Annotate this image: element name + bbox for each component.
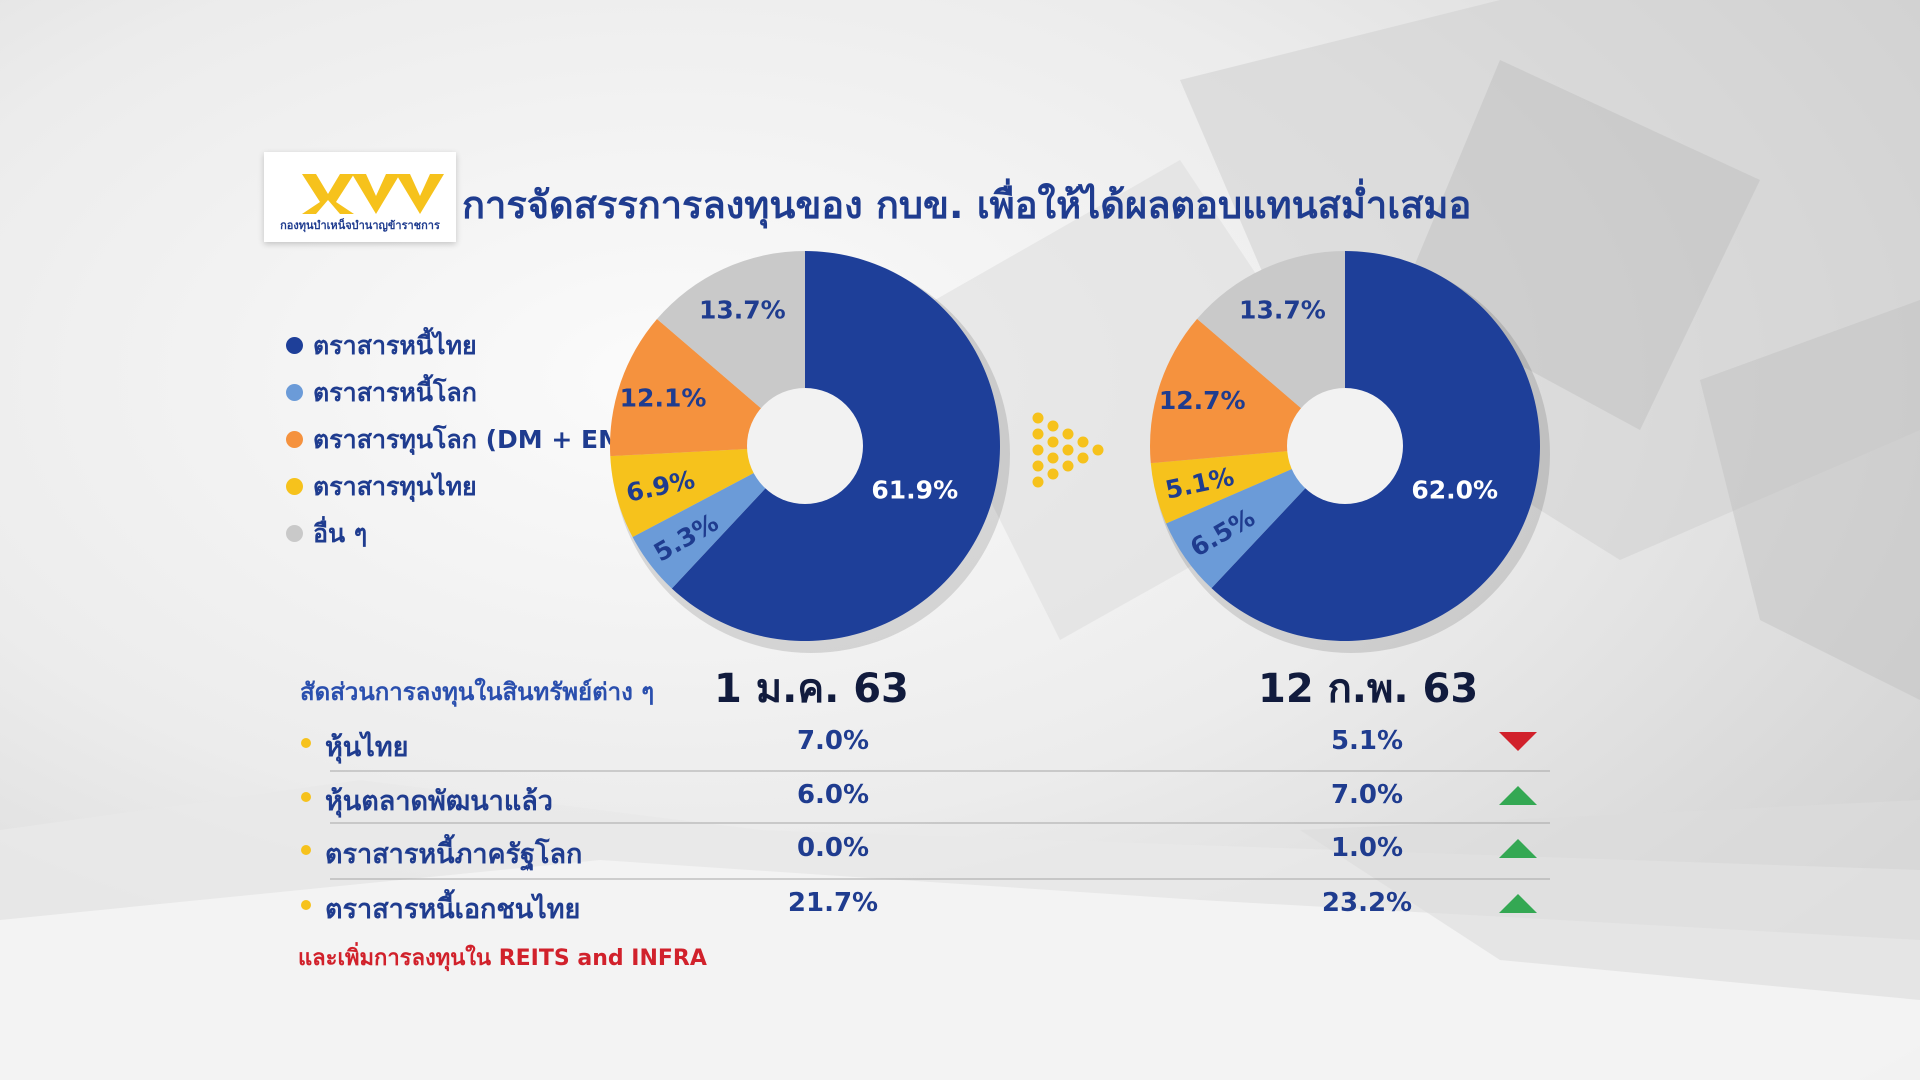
legend: ตราสารหนี้ไทย ตราสารหนี้โลก ตราสารทุนโลก…	[286, 322, 634, 557]
legend-label: ตราสารทุนโลก (DM + EM)	[313, 424, 635, 454]
arrow-dot	[1062, 444, 1074, 456]
legend-label: ตราสารหนี้ไทย	[313, 330, 477, 360]
row-label: ตราสารหนี้เอกชนไทย	[325, 894, 581, 925]
arrow-dot	[1077, 452, 1089, 464]
pie-chart-jan: 61.9%5.3%6.9%12.1%13.7%	[610, 251, 1010, 653]
pie-chart-feb: 62.0%6.5%5.1%12.7%13.7%	[1150, 251, 1550, 653]
row-value-feb: 23.2%	[1321, 888, 1413, 918]
arrow-dot	[1047, 436, 1059, 448]
bullet-icon	[301, 738, 311, 748]
row-value-jan: 21.7%	[787, 888, 879, 918]
arrow-dot	[1047, 452, 1059, 464]
logo-caption: กองทุนบำเหน็จบำนาญข้าราชการ	[280, 219, 440, 232]
pie-slice-label: 62.0%	[1411, 475, 1498, 504]
pie-slice-label: 13.7%	[699, 296, 786, 325]
pie-center-hole	[1287, 388, 1403, 504]
table-header: สัดส่วนการลงทุนในสินทรัพย์ต่าง ๆ	[300, 678, 655, 706]
table-row: ตราสารหนี้เอกชนไทย 21.7% 23.2%	[295, 882, 1555, 932]
arrow-dot	[1062, 428, 1074, 440]
row-value-jan: 6.0%	[796, 780, 870, 810]
footnote: และเพิ่มการลงทุนใน REITS and INFRA	[298, 946, 707, 971]
trend-icon	[1499, 732, 1537, 751]
row-divider	[330, 822, 1550, 824]
pie-center-hole	[747, 388, 863, 504]
legend-dot-icon	[286, 337, 303, 354]
legend-dot-icon	[286, 384, 303, 401]
row-value-jan: 0.0%	[796, 833, 870, 863]
pie-slice-label: 13.7%	[1239, 296, 1326, 325]
arrow-dot	[1032, 428, 1044, 440]
legend-label: อื่น ๆ	[313, 518, 368, 548]
legend-dot-icon	[286, 431, 303, 448]
bullet-icon	[301, 900, 311, 910]
date-label-feb: 12 ก.พ. 63	[1258, 666, 1479, 712]
trend-icon	[1499, 894, 1537, 913]
legend-dot-icon	[286, 478, 303, 495]
arrow-dot	[1092, 444, 1104, 456]
row-value-feb: 7.0%	[1330, 780, 1404, 810]
date-label-jan: 1 ม.ค. 63	[714, 666, 909, 712]
legend-item: ตราสารหนี้ไทย	[286, 322, 634, 369]
legend-dot-icon	[286, 525, 303, 542]
arrow-right-icon	[1032, 412, 1104, 488]
row-value-jan: 7.0%	[796, 726, 870, 756]
row-divider	[330, 878, 1550, 880]
page-title: การจัดสรรการลงทุนของ กบข. เพื่อให้ได้ผลต…	[462, 183, 1472, 227]
table-row: หุ้นตลาดพัฒนาแล้ว 6.0% 7.0%	[295, 774, 1555, 824]
pie-slice	[657, 251, 805, 446]
legend-label: ตราสารทุนไทย	[313, 471, 477, 501]
pie-slice-label: 61.9%	[871, 475, 958, 504]
legend-item: ตราสารทุนโลก (DM + EM)	[286, 416, 634, 463]
trend-icon	[1499, 786, 1537, 805]
arrow-dot	[1032, 460, 1044, 472]
legend-label: ตราสารหนี้โลก	[313, 377, 477, 407]
trend-icon	[1499, 839, 1537, 858]
table-row: ตราสารหนี้ภาครัฐโลก 0.0% 1.0%	[295, 827, 1555, 877]
arrow-dot	[1032, 476, 1044, 488]
legend-item: อื่น ๆ	[286, 510, 634, 557]
arrow-dot	[1077, 436, 1089, 448]
pie-slice-label: 12.1%	[620, 384, 707, 413]
row-value-feb: 5.1%	[1330, 726, 1404, 756]
arrow-dot	[1032, 444, 1044, 456]
bullet-icon	[301, 792, 311, 802]
legend-item: ตราสารหนี้โลก	[286, 369, 634, 416]
row-divider	[330, 770, 1550, 772]
pie-slice-label: 12.7%	[1159, 386, 1246, 415]
row-label: หุ้นไทย	[325, 732, 409, 763]
arrow-dot	[1047, 468, 1059, 480]
pie-slice	[1197, 251, 1345, 446]
bullet-icon	[301, 845, 311, 855]
arrow-dot	[1062, 460, 1074, 472]
arrow-dot	[1032, 412, 1044, 424]
table-row: หุ้นไทย 7.0% 5.1%	[295, 720, 1555, 770]
legend-item: ตราสารทุนไทย	[286, 463, 634, 510]
logo-mark	[302, 174, 444, 214]
arrow-dot	[1047, 420, 1059, 432]
logo: กองทุนบำเหน็จบำนาญข้าราชการ	[264, 152, 456, 242]
row-value-feb: 1.0%	[1330, 833, 1404, 863]
row-label: ตราสารหนี้ภาครัฐโลก	[325, 839, 583, 870]
row-label: หุ้นตลาดพัฒนาแล้ว	[325, 786, 553, 817]
